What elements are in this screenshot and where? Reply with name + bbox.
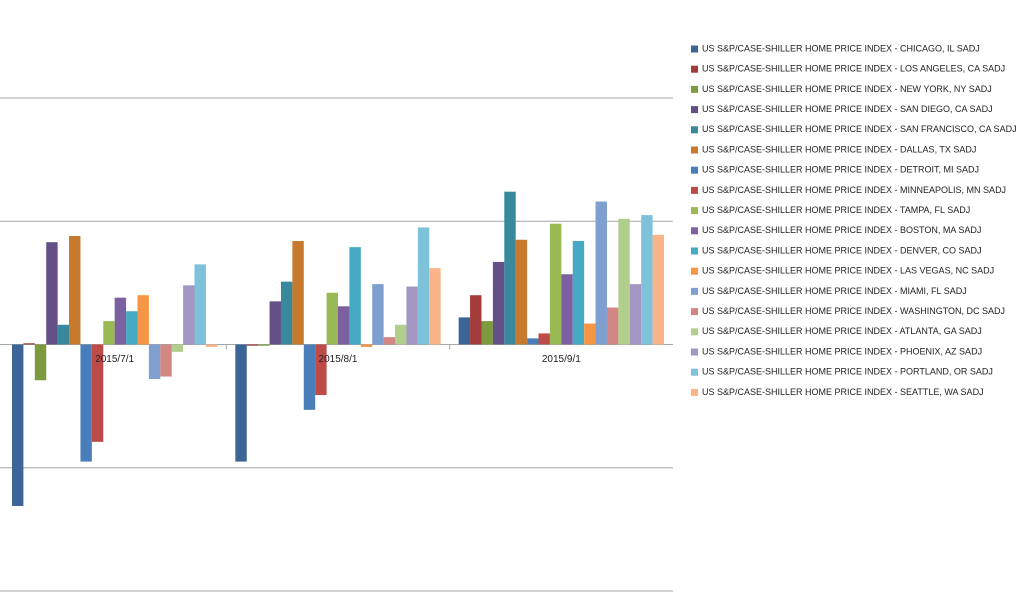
legend-label: US S&P/CASE-SHILLER HOME PRICE INDEX - P…	[702, 346, 982, 356]
legend-swatch	[691, 106, 698, 114]
legend-swatch	[691, 328, 698, 336]
legend-swatch	[691, 186, 698, 194]
legend-label: US S&P/CASE-SHILLER HOME PRICE INDEX - P…	[702, 367, 993, 377]
bar	[12, 344, 24, 506]
legend-label: US S&P/CASE-SHILLER HOME PRICE INDEX - C…	[702, 43, 980, 53]
legend-label: US S&P/CASE-SHILLER HOME PRICE INDEX - S…	[702, 387, 984, 397]
bar	[572, 240, 585, 345]
legend-swatch	[691, 85, 698, 93]
legend-swatch	[691, 388, 698, 396]
legend-label: US S&P/CASE-SHILLER HOME PRICE INDEX - N…	[702, 84, 992, 94]
legend-label: US S&P/CASE-SHILLER HOME PRICE INDEX - D…	[702, 165, 979, 175]
bar	[280, 281, 293, 345]
bar	[481, 321, 493, 345]
legend-swatch	[691, 308, 698, 316]
bar	[303, 344, 316, 410]
legend-label: US S&P/CASE-SHILLER HOME PRICE INDEX - D…	[702, 245, 982, 255]
legend-label: US S&P/CASE-SHILLER HOME PRICE INDEX - D…	[702, 144, 976, 154]
bar	[326, 292, 338, 345]
bar	[137, 295, 149, 345]
legend-label: US S&P/CASE-SHILLER HOME PRICE INDEX - M…	[702, 185, 1006, 195]
bar	[258, 344, 270, 346]
legend-swatch	[691, 207, 698, 215]
legend-swatch	[691, 227, 698, 235]
x-tick-label: 2015/9/1	[542, 354, 581, 365]
bar	[549, 223, 562, 345]
legend-swatch	[691, 368, 698, 376]
bar	[538, 333, 550, 345]
legend-label: US S&P/CASE-SHILLER HOME PRICE INDEX - T…	[702, 205, 970, 215]
legend-swatch	[691, 126, 698, 134]
bar	[183, 285, 195, 345]
legend-swatch	[691, 348, 698, 356]
bar	[269, 301, 281, 345]
bar	[383, 337, 396, 345]
bar	[315, 344, 327, 396]
bar	[57, 324, 70, 345]
bar	[171, 344, 184, 352]
legend-label: US S&P/CASE-SHILLER HOME PRICE INDEX - S…	[702, 124, 1017, 134]
bar	[160, 344, 172, 377]
bar	[652, 234, 664, 345]
legend-swatch	[691, 166, 698, 174]
legend-swatch	[691, 267, 698, 275]
bar	[338, 306, 350, 345]
bar	[349, 247, 361, 345]
bar	[641, 215, 653, 345]
bar	[429, 268, 441, 345]
legend-label: US S&P/CASE-SHILLER HOME PRICE INDEX - S…	[702, 104, 993, 114]
bar	[292, 240, 304, 345]
bar	[504, 191, 516, 345]
bar	[470, 295, 482, 345]
bar	[80, 344, 92, 462]
bar	[69, 236, 81, 345]
bar	[194, 264, 206, 345]
bar	[235, 344, 247, 462]
bar	[417, 227, 430, 345]
legend-swatch	[691, 65, 698, 73]
legend-label: US S&P/CASE-SHILLER HOME PRICE INDEX - B…	[702, 225, 981, 235]
legend-label: US S&P/CASE-SHILLER HOME PRICE INDEX - W…	[702, 306, 1005, 316]
legend-label: US S&P/CASE-SHILLER HOME PRICE INDEX - L…	[702, 64, 1005, 74]
legend-swatch	[691, 247, 698, 255]
bar	[205, 344, 218, 347]
bar	[246, 344, 259, 346]
legend-label: US S&P/CASE-SHILLER HOME PRICE INDEX - M…	[702, 286, 967, 296]
bar	[126, 311, 138, 345]
bar	[23, 343, 35, 345]
legend-swatch	[691, 146, 698, 154]
bar	[595, 201, 607, 345]
legend-label: US S&P/CASE-SHILLER HOME PRICE INDEX - L…	[702, 266, 994, 276]
bar	[372, 284, 384, 345]
legend-swatch	[691, 45, 698, 53]
bar	[103, 321, 115, 345]
bar	[515, 239, 528, 345]
x-tick-label: 2015/7/1	[95, 354, 134, 365]
bar	[606, 307, 619, 345]
bar	[395, 324, 407, 345]
bar	[492, 261, 505, 345]
bar	[527, 338, 539, 345]
bar	[561, 274, 573, 345]
bar	[406, 286, 418, 345]
bar	[584, 323, 596, 345]
bar	[34, 344, 47, 381]
bar	[458, 317, 471, 345]
bar	[148, 344, 161, 380]
legend-label: US S&P/CASE-SHILLER HOME PRICE INDEX - A…	[702, 326, 982, 336]
bar	[629, 284, 642, 345]
bar	[360, 344, 373, 347]
bar	[114, 297, 127, 345]
bar	[91, 344, 104, 442]
x-tick-label: 2015/8/1	[319, 354, 358, 365]
bar	[46, 242, 58, 345]
bar	[618, 218, 630, 345]
legend-swatch	[691, 287, 698, 295]
